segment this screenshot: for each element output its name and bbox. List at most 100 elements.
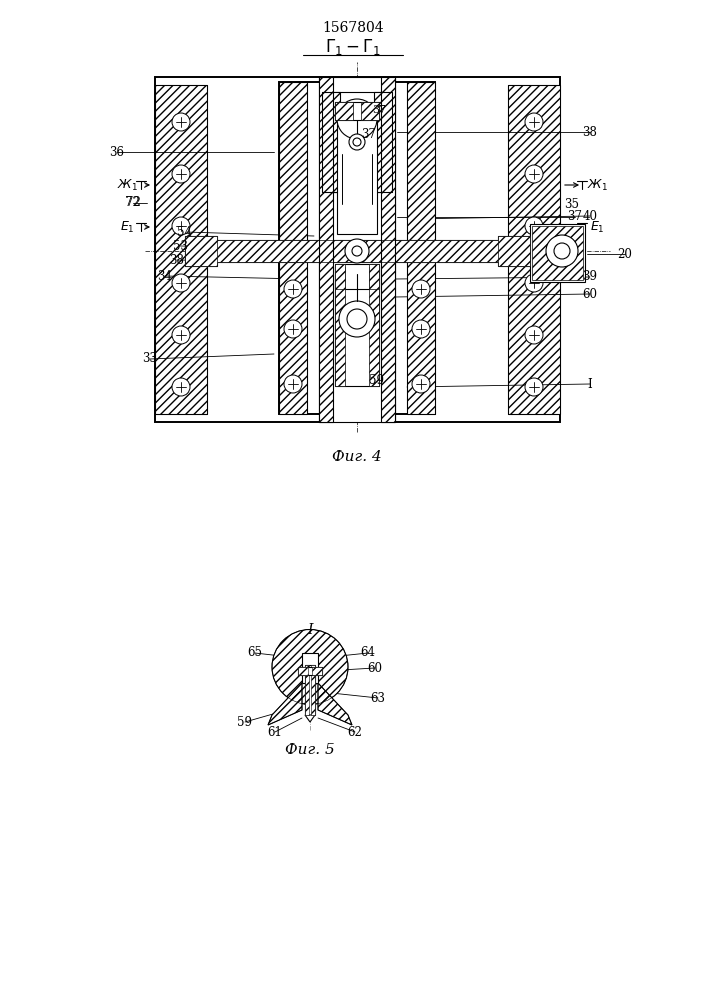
Text: 61: 61 <box>267 726 282 738</box>
Text: 33: 33 <box>143 353 158 365</box>
Circle shape <box>172 113 190 131</box>
Circle shape <box>525 378 543 396</box>
Circle shape <box>525 326 543 344</box>
Bar <box>155 85 207 414</box>
Bar <box>279 82 307 252</box>
Polygon shape <box>318 683 352 725</box>
Circle shape <box>345 239 369 263</box>
Text: $E_1$: $E_1$ <box>119 219 134 235</box>
Circle shape <box>172 378 190 396</box>
Bar <box>407 82 435 252</box>
Circle shape <box>525 274 543 292</box>
Polygon shape <box>305 715 315 722</box>
Bar <box>374 92 392 192</box>
Text: I: I <box>308 623 312 637</box>
Text: $Ж_1$: $Ж_1$ <box>117 177 137 193</box>
Bar <box>508 85 560 414</box>
Text: 63: 63 <box>370 692 385 704</box>
Text: 20: 20 <box>617 247 633 260</box>
Bar <box>322 92 340 192</box>
Text: 37: 37 <box>361 128 377 141</box>
Text: Фиг. 5: Фиг. 5 <box>285 743 335 757</box>
Circle shape <box>172 274 190 292</box>
Text: 38: 38 <box>170 253 185 266</box>
Circle shape <box>546 235 578 267</box>
Bar <box>279 259 307 414</box>
Bar <box>498 236 530 266</box>
Circle shape <box>412 280 430 298</box>
Text: I: I <box>588 377 592 390</box>
Text: 35: 35 <box>564 198 580 212</box>
Text: 65: 65 <box>247 647 262 660</box>
Bar <box>319 77 333 422</box>
Bar <box>407 82 435 252</box>
Bar <box>322 92 340 192</box>
Bar <box>322 92 392 192</box>
Bar <box>335 264 379 289</box>
Text: Фиг. 4: Фиг. 4 <box>332 450 382 464</box>
Bar <box>335 102 379 120</box>
Text: 60: 60 <box>583 288 597 300</box>
Text: 62: 62 <box>348 726 363 738</box>
Bar <box>279 259 307 414</box>
Circle shape <box>284 280 302 298</box>
Circle shape <box>554 243 570 259</box>
Circle shape <box>349 134 365 150</box>
Circle shape <box>172 165 190 183</box>
Circle shape <box>284 375 302 393</box>
Bar <box>335 102 353 120</box>
Bar <box>337 119 377 234</box>
Circle shape <box>284 320 302 338</box>
Text: $E_1$: $E_1$ <box>590 219 604 235</box>
Bar <box>185 236 217 266</box>
Text: 59: 59 <box>370 373 385 386</box>
Bar <box>319 77 333 422</box>
Text: 40: 40 <box>583 210 597 223</box>
Circle shape <box>337 99 377 139</box>
Circle shape <box>525 165 543 183</box>
Text: 72: 72 <box>125 196 140 210</box>
Bar <box>311 665 315 715</box>
Bar <box>302 653 318 683</box>
Text: $Ж_1$: $Ж_1$ <box>587 177 607 193</box>
Bar <box>155 85 207 414</box>
Bar <box>532 226 583 280</box>
Bar <box>508 85 560 414</box>
Bar <box>279 82 307 252</box>
Circle shape <box>525 217 543 235</box>
Bar <box>279 259 435 414</box>
Bar <box>335 264 345 289</box>
Bar <box>207 240 508 262</box>
Bar <box>207 240 508 262</box>
Bar <box>319 77 395 422</box>
Circle shape <box>172 326 190 344</box>
Bar <box>155 77 560 422</box>
Text: 38: 38 <box>583 125 597 138</box>
Bar <box>374 92 392 192</box>
Bar <box>305 665 315 715</box>
Bar <box>312 667 322 675</box>
Ellipse shape <box>272 630 348 704</box>
Text: $\mathit{\Gamma}_1 - \mathit{\Gamma}_1$: $\mathit{\Gamma}_1 - \mathit{\Gamma}_1$ <box>325 37 381 57</box>
Text: 39: 39 <box>583 270 597 284</box>
Circle shape <box>347 309 367 329</box>
Bar <box>185 236 217 266</box>
Circle shape <box>339 301 375 337</box>
Text: 37: 37 <box>372 105 386 115</box>
Bar <box>381 77 395 422</box>
Text: 53: 53 <box>173 239 187 252</box>
Text: 64: 64 <box>361 647 375 660</box>
Bar <box>369 264 379 289</box>
Bar <box>407 259 435 414</box>
Bar <box>530 224 585 282</box>
Bar <box>361 102 379 120</box>
Text: 36: 36 <box>110 145 124 158</box>
Circle shape <box>352 246 362 256</box>
Text: 54: 54 <box>177 226 192 238</box>
Bar <box>305 665 309 715</box>
Text: 60: 60 <box>368 662 382 674</box>
Text: 72: 72 <box>126 196 141 210</box>
Bar <box>335 267 345 386</box>
Bar <box>298 667 322 675</box>
Text: 59: 59 <box>238 716 252 728</box>
